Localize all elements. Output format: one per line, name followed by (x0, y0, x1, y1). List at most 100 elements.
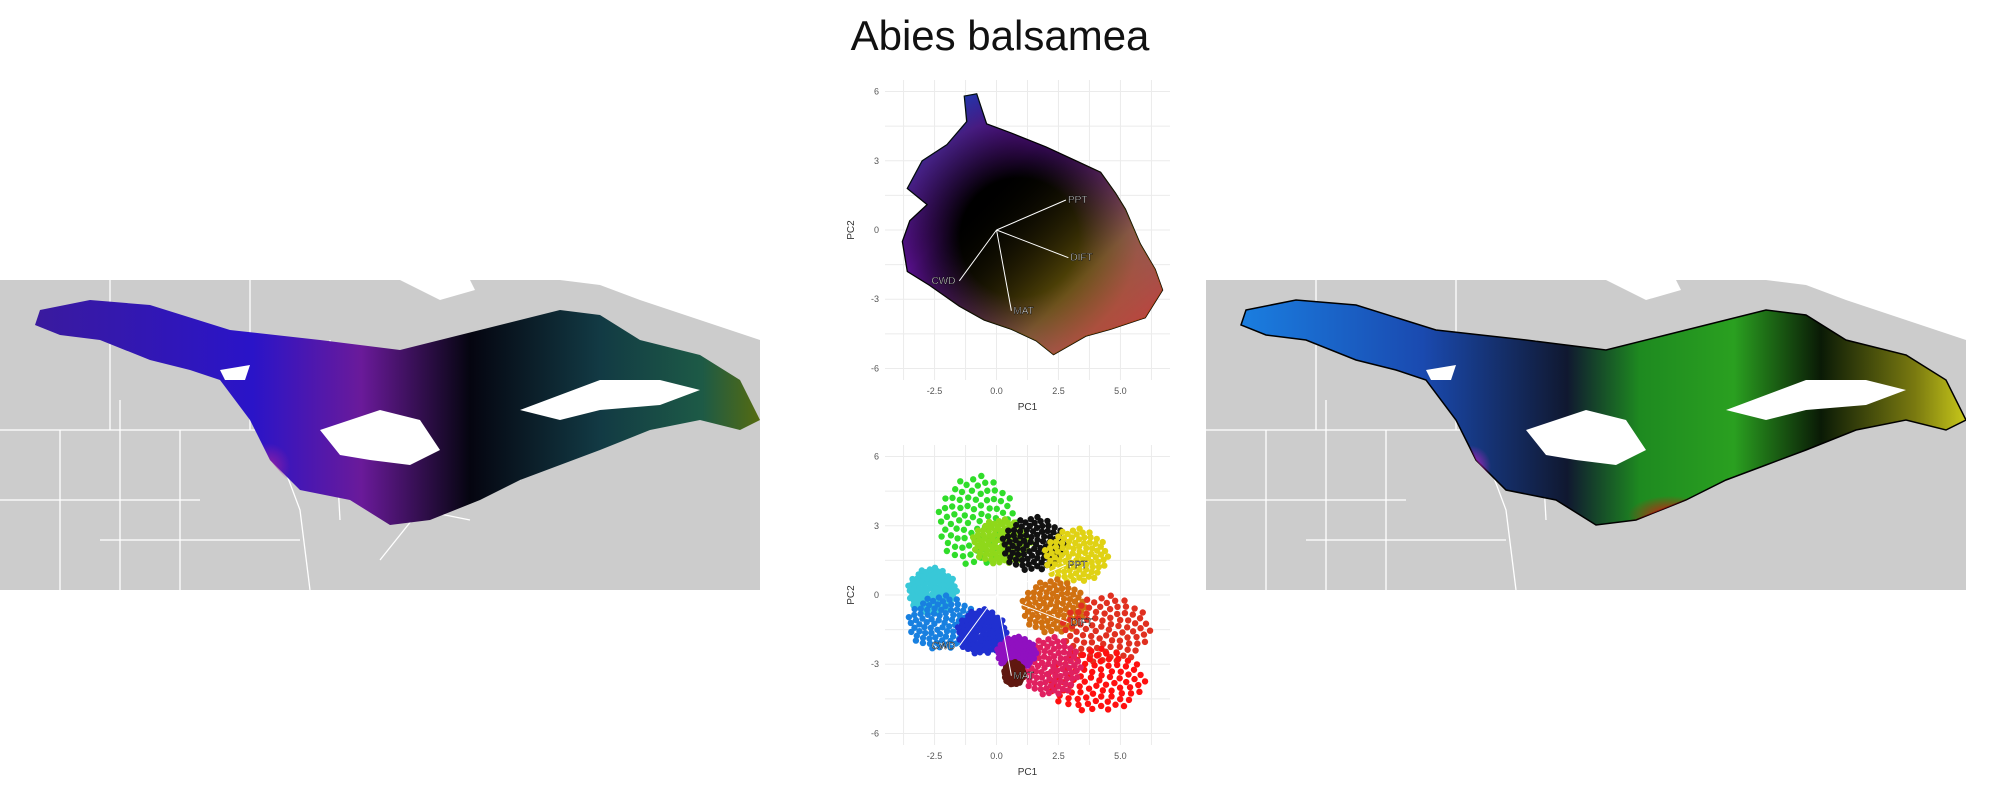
pca-point (1092, 608, 1100, 616)
pca-point (1062, 626, 1069, 634)
pca-point (1056, 660, 1063, 667)
pca-point (1064, 530, 1071, 538)
pca-point (1075, 701, 1082, 709)
pca-point (1030, 594, 1037, 601)
pca-point (1055, 683, 1062, 690)
pca-point (1088, 568, 1095, 576)
pca-point (919, 639, 927, 647)
pca-point (956, 636, 963, 643)
pca-point (1082, 561, 1090, 568)
pca-point (1060, 612, 1068, 619)
pca-point (956, 517, 963, 524)
pca-point (1134, 640, 1141, 647)
pca-point (932, 634, 939, 641)
pca-point (1116, 637, 1124, 644)
pca-point (1041, 533, 1048, 540)
pca-point-clusters (905, 472, 1154, 714)
y-axis-label: PC2 (846, 220, 857, 240)
pca-point (938, 606, 945, 614)
pca-point (1101, 547, 1109, 555)
pca-point (1057, 678, 1064, 685)
pca-point (1137, 625, 1144, 632)
pca-point (967, 551, 974, 558)
pca-point (1034, 536, 1041, 544)
pca-point (1024, 595, 1032, 602)
pca-point (1066, 567, 1073, 574)
pca-point (1104, 706, 1112, 713)
pca-point (1016, 679, 1023, 686)
pca-point (981, 555, 989, 563)
pca-plot-bottom: PPT DIFT MAT CWD 6 3 0 -3 -6 -2.5 0.0 2.5 5.0 PC1 PC2 (846, 445, 1170, 778)
pca-point (974, 482, 982, 489)
pca-point (1058, 585, 1066, 592)
pca-point (1142, 620, 1150, 627)
pca-point (1088, 622, 1096, 629)
pca-point (1050, 607, 1058, 615)
figure-title: Abies balsamea (850, 12, 1150, 59)
pca-point (963, 481, 970, 489)
pca-point (1038, 528, 1046, 535)
pca-point (1070, 577, 1077, 584)
pca-point (913, 632, 921, 639)
pca-point (942, 641, 950, 648)
pca-point (1064, 687, 1072, 694)
pca-point (927, 624, 935, 632)
pca-point (1123, 624, 1131, 631)
pca-point (1024, 555, 1031, 563)
pca-point (1095, 563, 1103, 571)
pca-point (1087, 534, 1094, 541)
pca-point (971, 538, 978, 546)
map-range-purple-zone (1436, 380, 1546, 495)
pca-point (1005, 527, 1012, 534)
pca-point (1121, 609, 1129, 617)
pca-point (1119, 629, 1126, 636)
pca-point (928, 629, 935, 637)
map-white-top (1206, 280, 1966, 340)
loading-vector-label: MAT (1013, 306, 1033, 317)
pca-point (1026, 621, 1033, 628)
pca-point (1107, 620, 1115, 628)
pca-point (964, 645, 972, 653)
pca-point (1094, 558, 1102, 565)
pca-point (905, 582, 912, 589)
pca-point (949, 575, 956, 583)
pca-point (964, 519, 972, 527)
pca-point (1042, 581, 1049, 588)
pca-point (1066, 664, 1073, 672)
pca-point (1032, 584, 1040, 591)
pca-point (1112, 701, 1119, 708)
pca-point (994, 646, 1001, 653)
pca-point (989, 559, 997, 567)
y-tick-label: -6 (871, 728, 879, 738)
pca-point (1051, 633, 1058, 641)
loading-vector (996, 594, 1069, 624)
x-tick-label: 0.0 (990, 751, 1003, 761)
pca-point (1113, 661, 1121, 669)
pca-point (1043, 552, 1051, 560)
pca-point (1040, 653, 1048, 660)
x-tick-label: 2.5 (1052, 386, 1065, 396)
pca-point (1010, 527, 1018, 534)
loading-vector-label: CWD (931, 641, 955, 652)
pca-point (1018, 556, 1026, 564)
x-axis-label: PC1 (1018, 402, 1038, 413)
pca-point (1001, 516, 1009, 523)
pca-point (922, 629, 929, 637)
pca-point (1087, 674, 1095, 681)
pca-point (954, 624, 962, 631)
pca-point (1010, 532, 1017, 539)
pca-point (1039, 522, 1046, 530)
pca-point (936, 630, 944, 638)
map-range-red-zone (1586, 460, 1726, 525)
x-tick-label: 5.0 (1114, 751, 1127, 761)
pca-point (1046, 585, 1053, 592)
pca-point (1086, 655, 1093, 663)
pca-point (1072, 570, 1080, 577)
pca-point (969, 534, 977, 541)
pca-point (1132, 647, 1139, 654)
pca-point (1067, 609, 1074, 616)
pca-point (1052, 543, 1060, 551)
pca-point (1108, 637, 1116, 644)
pca-point (961, 602, 968, 610)
pca-point (1091, 574, 1098, 582)
